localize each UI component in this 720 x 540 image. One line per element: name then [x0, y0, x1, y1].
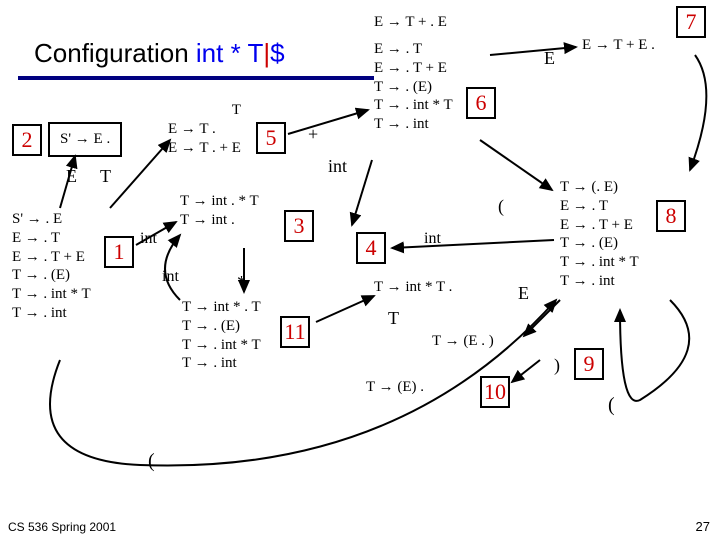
state3-rules: T → int . * T T → int . [180, 192, 259, 230]
label-int-l: int [140, 230, 157, 248]
state9-rules: T → (E . ) [432, 332, 494, 351]
page-title: Configuration int * T|$ [34, 38, 285, 69]
label-E-far: E [544, 48, 555, 69]
title-underline [18, 76, 398, 80]
state8-num: 8 [656, 200, 686, 232]
state7-rules: E → T + . E [374, 13, 447, 32]
state12-rules: T → int * T . [374, 278, 452, 297]
state5-num: 5 [256, 122, 286, 154]
label-star: * [237, 272, 246, 293]
label-paren-r2: ( [608, 394, 615, 417]
title-part2: int * T [196, 38, 263, 68]
label-E: E [66, 166, 77, 187]
state6-rules: E → . T E → . T + E T → . (E) T → . int … [374, 40, 453, 134]
label-int-below: int [162, 268, 179, 286]
label-int-r: int [424, 230, 441, 248]
state3-num: 3 [284, 210, 314, 242]
state7b-rule: E → T + E . [582, 36, 655, 55]
title-part4: $ [270, 38, 284, 68]
state10-num: 10 [480, 376, 510, 408]
state10-rules: T → (E) . [366, 378, 424, 397]
state1-rules: S' → . E E → . T E → . T + E T → . (E) T… [12, 210, 91, 323]
state7-num: 7 [676, 6, 706, 38]
state2-box: S' → E . [48, 122, 122, 157]
label-paren-bl: ( [148, 450, 155, 473]
label-paren-r: ) [554, 355, 560, 376]
state8-rules: T → (. E) E → . T E → . T + E T → . (E) … [560, 178, 639, 291]
state4-num: 4 [356, 232, 386, 264]
label-T-left: T [100, 166, 111, 187]
label-plus: + [308, 124, 318, 145]
state1-num: 1 [104, 236, 134, 268]
title-part1: Configuration [34, 38, 196, 68]
state5-rules: T E → T . E → T . + E [168, 101, 241, 157]
label-paren-mid: ( [498, 196, 504, 217]
label-int-mid: int [328, 156, 347, 177]
state11-rules: T → int * . T T → . (E) T → . int * T T … [182, 298, 261, 373]
state9-num: 9 [574, 348, 604, 380]
footer-left: CS 536 Spring 2001 [8, 520, 116, 534]
label-E-r: E [518, 283, 529, 304]
state2-num: 2 [12, 124, 42, 156]
state11-num: 11 [280, 316, 310, 348]
footer-right: 27 [696, 519, 710, 534]
state6-num: 6 [466, 87, 496, 119]
label-T-r: T [388, 308, 399, 329]
